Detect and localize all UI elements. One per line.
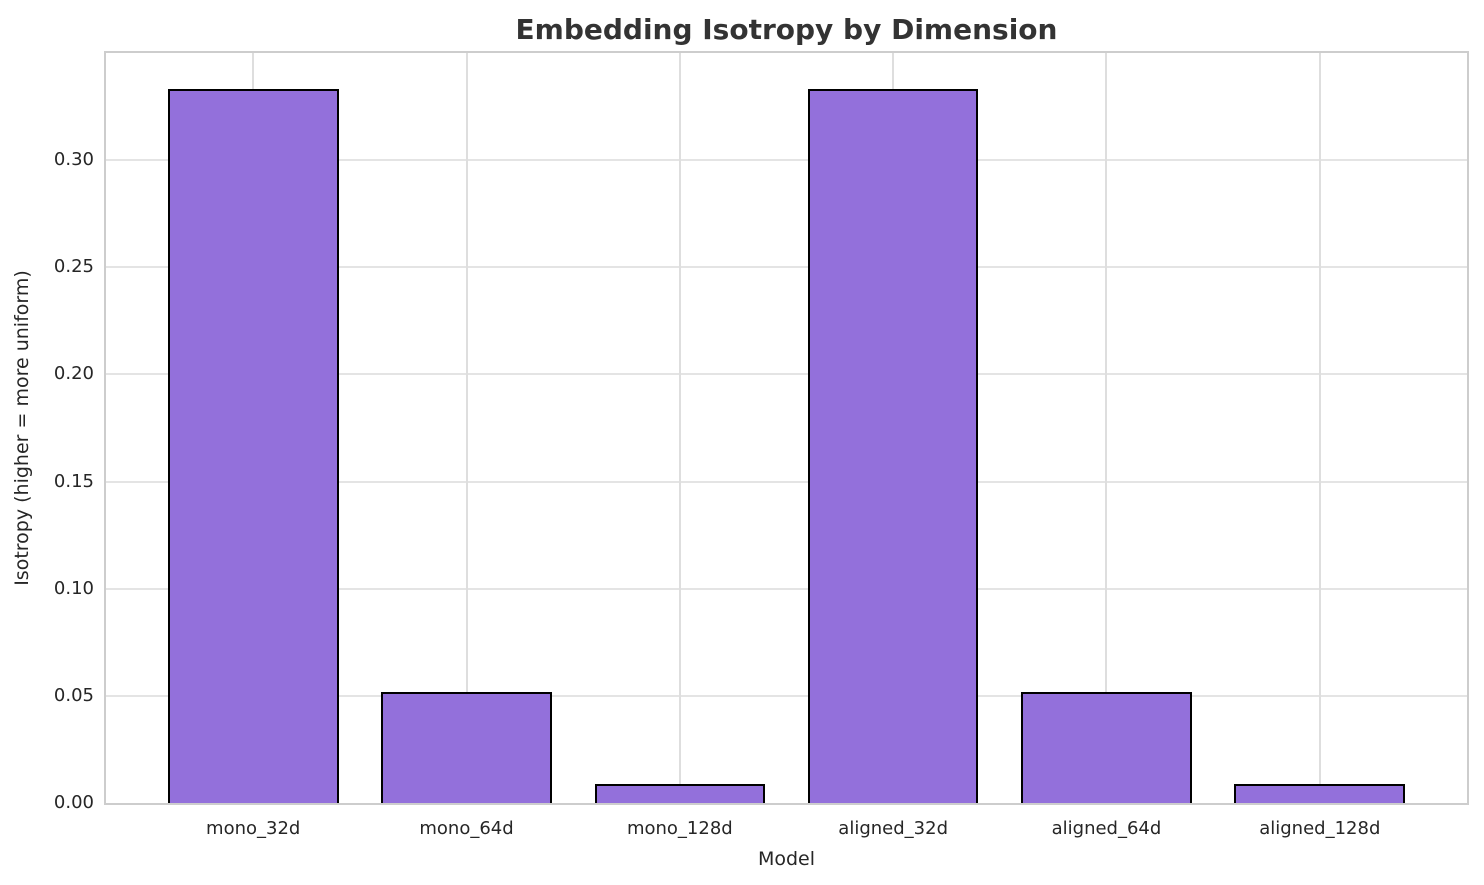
gridline-y-0.05 (106, 694, 1467, 697)
y-tick-label: 0.20 (53, 363, 94, 385)
x-axis-label: Model (757, 848, 816, 870)
bar-aligned_32d (807, 89, 979, 803)
y-tick-label: 0.15 (53, 470, 94, 492)
gridline-y-0.20 (106, 373, 1467, 376)
x-tick-label-aligned_32d: aligned_32d (838, 818, 948, 839)
gridline-x-aligned_64d (1105, 53, 1108, 803)
y-tick-label: 0.30 (53, 149, 94, 171)
gridline-x-mono_128d (678, 53, 681, 803)
chart-title: Embedding Isotropy by Dimension (515, 13, 1058, 46)
gridline-x-aligned_128d (1318, 53, 1321, 803)
bar-mono_32d (167, 89, 339, 803)
bar-aligned_128d (1234, 783, 1406, 803)
y-axis-label: Isotropy (higher = more uniform) (11, 270, 33, 586)
y-tick-label: 0.10 (53, 577, 94, 599)
gridline-y-0.15 (106, 480, 1467, 483)
x-tick-label-mono_32d: mono_32d (206, 818, 301, 839)
bar-aligned_64d (1021, 691, 1192, 803)
x-tick-label-aligned_64d: aligned_64d (1051, 818, 1162, 839)
y-tick-label: 0.00 (53, 792, 94, 813)
gridline-y-0.10 (106, 587, 1467, 590)
bar-mono_128d (594, 783, 766, 803)
plot-area (104, 51, 1469, 805)
y-tick-label: 0.05 (53, 684, 94, 706)
gridline-y-0.30 (106, 159, 1467, 162)
x-tick-label-mono_128d: mono_128d (626, 818, 733, 839)
bar-mono_64d (381, 691, 552, 803)
gridline-x-mono_64d (465, 53, 468, 803)
x-tick-label-aligned_128d: aligned_128d (1259, 818, 1381, 839)
gridline-y-0.25 (106, 266, 1467, 269)
y-tick-label: 0.25 (53, 256, 94, 278)
x-tick-label-mono_64d: mono_64d (419, 818, 514, 839)
